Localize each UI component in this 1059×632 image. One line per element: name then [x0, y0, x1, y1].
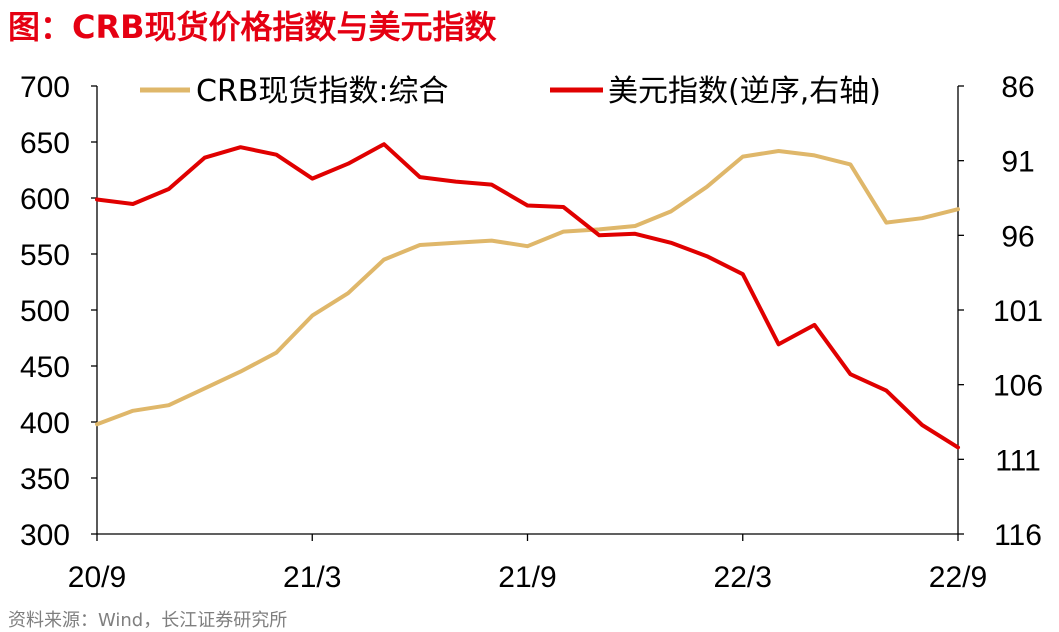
- right-y-axis-ticks: 86 91 96 101 106 111 116: [958, 71, 1043, 552]
- right-tick-label: 91: [1001, 146, 1034, 179]
- legend: CRB现货指数:综合 美元指数(逆序,右轴): [140, 74, 881, 109]
- left-tick-label: 550: [20, 239, 70, 272]
- legend-label-1: CRB现货指数:综合: [196, 74, 448, 109]
- left-y-axis-ticks: 300 350 400 450 500 550 600 650 700: [20, 71, 97, 552]
- left-tick-label: 400: [20, 407, 70, 440]
- left-tick-label: 350: [20, 463, 70, 496]
- x-tick-label: 22/9: [929, 561, 987, 594]
- series-line-1: [95, 149, 960, 427]
- right-tick-label: 106: [993, 370, 1043, 403]
- x-tick-label: 22/3: [714, 561, 772, 594]
- x-tick-label: 21/3: [283, 561, 341, 594]
- left-tick-label: 300: [20, 519, 70, 552]
- right-tick-label: 116: [994, 519, 1042, 552]
- right-tick-label: 111: [995, 444, 1041, 477]
- left-tick-label: 600: [20, 183, 70, 216]
- x-tick-label: 20/9: [68, 561, 126, 594]
- series-line-2: [95, 142, 960, 450]
- legend-label-2: 美元指数(逆序,右轴): [608, 74, 881, 109]
- left-tick-label: 700: [20, 71, 70, 104]
- right-tick-label: 86: [1001, 71, 1034, 104]
- right-tick-label: 101: [993, 295, 1043, 328]
- left-tick-label: 450: [20, 351, 70, 384]
- left-tick-label: 500: [20, 295, 70, 328]
- chart-title: 图：CRB现货价格指数与美元指数: [8, 8, 497, 46]
- series-lines: [95, 142, 960, 450]
- right-tick-label: 96: [1001, 220, 1034, 253]
- x-axis-ticks: 20/9 21/3 21/9 22/3 22/9: [68, 534, 987, 594]
- x-tick-label: 21/9: [498, 561, 556, 594]
- left-tick-label: 650: [20, 127, 70, 160]
- source-note: 资料来源：Wind，长江证券研究所: [8, 610, 288, 631]
